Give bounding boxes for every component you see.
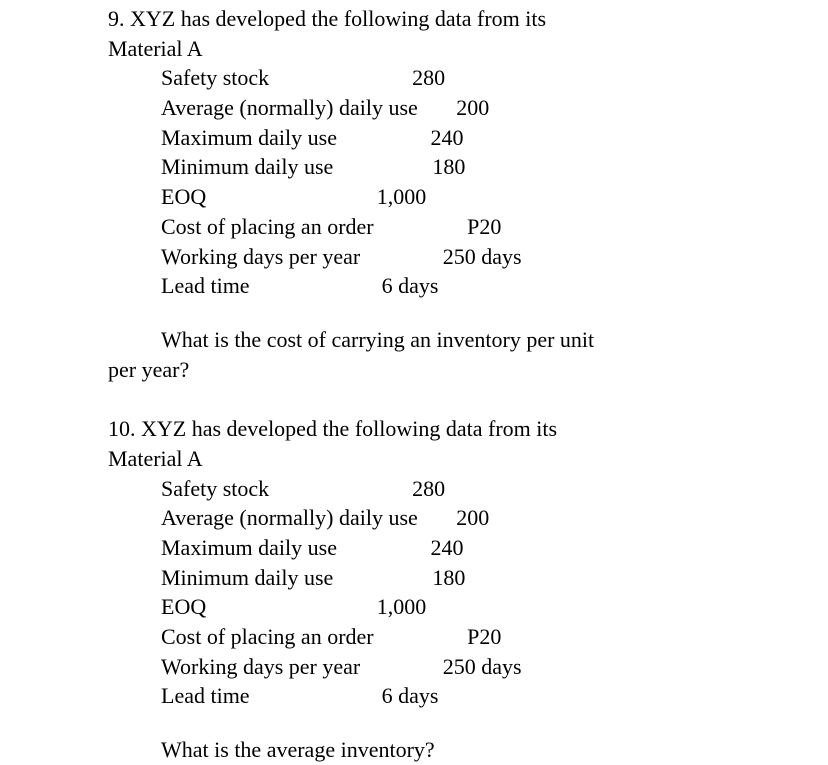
q9-row-cost-order: Cost of placing an order P20: [161, 212, 828, 242]
q10-question: What is the average inventory?: [108, 735, 828, 765]
q10-data-block: Safety stock 280 Average (normally) dail…: [108, 474, 828, 712]
q9-row-lead-time: Lead time 6 days: [161, 271, 828, 301]
q10-intro-line2: Material A: [108, 444, 828, 474]
question-9: 9. XYZ has developed the following data …: [108, 4, 828, 384]
q9-data-block: Safety stock 280 Average (normally) dail…: [108, 63, 828, 301]
q9-row-max-daily: Maximum daily use 240: [161, 123, 828, 153]
separator: [108, 384, 828, 414]
q10-row-safety-stock: Safety stock 280: [161, 474, 828, 504]
q9-row-avg-daily: Average (normally) daily use 200: [161, 93, 828, 123]
q10-row-cost-order: Cost of placing an order P20: [161, 622, 828, 652]
q9-ask-line2: per year?: [108, 355, 828, 385]
q10-row-eoq: EOQ 1,000: [161, 592, 828, 622]
q10-ask-line1: What is the average inventory?: [108, 735, 828, 765]
q10-row-avg-daily: Average (normally) daily use 200: [161, 503, 828, 533]
q9-row-min-daily: Minimum daily use 180: [161, 152, 828, 182]
q9-intro-line2: Material A: [108, 34, 828, 64]
q9-ask-line1: What is the cost of carrying an inventor…: [108, 325, 828, 355]
q10-intro-line1: 10. XYZ has developed the following data…: [108, 414, 828, 444]
q10-row-working-days: Working days per year 250 days: [161, 652, 828, 682]
q10-row-lead-time: Lead time 6 days: [161, 681, 828, 711]
q9-row-safety-stock: Safety stock 280: [161, 63, 828, 93]
question-10: 10. XYZ has developed the following data…: [108, 414, 828, 765]
q9-row-working-days: Working days per year 250 days: [161, 242, 828, 272]
q9-row-eoq: EOQ 1,000: [161, 182, 828, 212]
q10-row-min-daily: Minimum daily use 180: [161, 563, 828, 593]
q10-row-max-daily: Maximum daily use 240: [161, 533, 828, 563]
q9-question: What is the cost of carrying an inventor…: [108, 325, 828, 384]
q9-intro-line1: 9. XYZ has developed the following data …: [108, 4, 828, 34]
page-content: 9. XYZ has developed the following data …: [0, 0, 828, 765]
